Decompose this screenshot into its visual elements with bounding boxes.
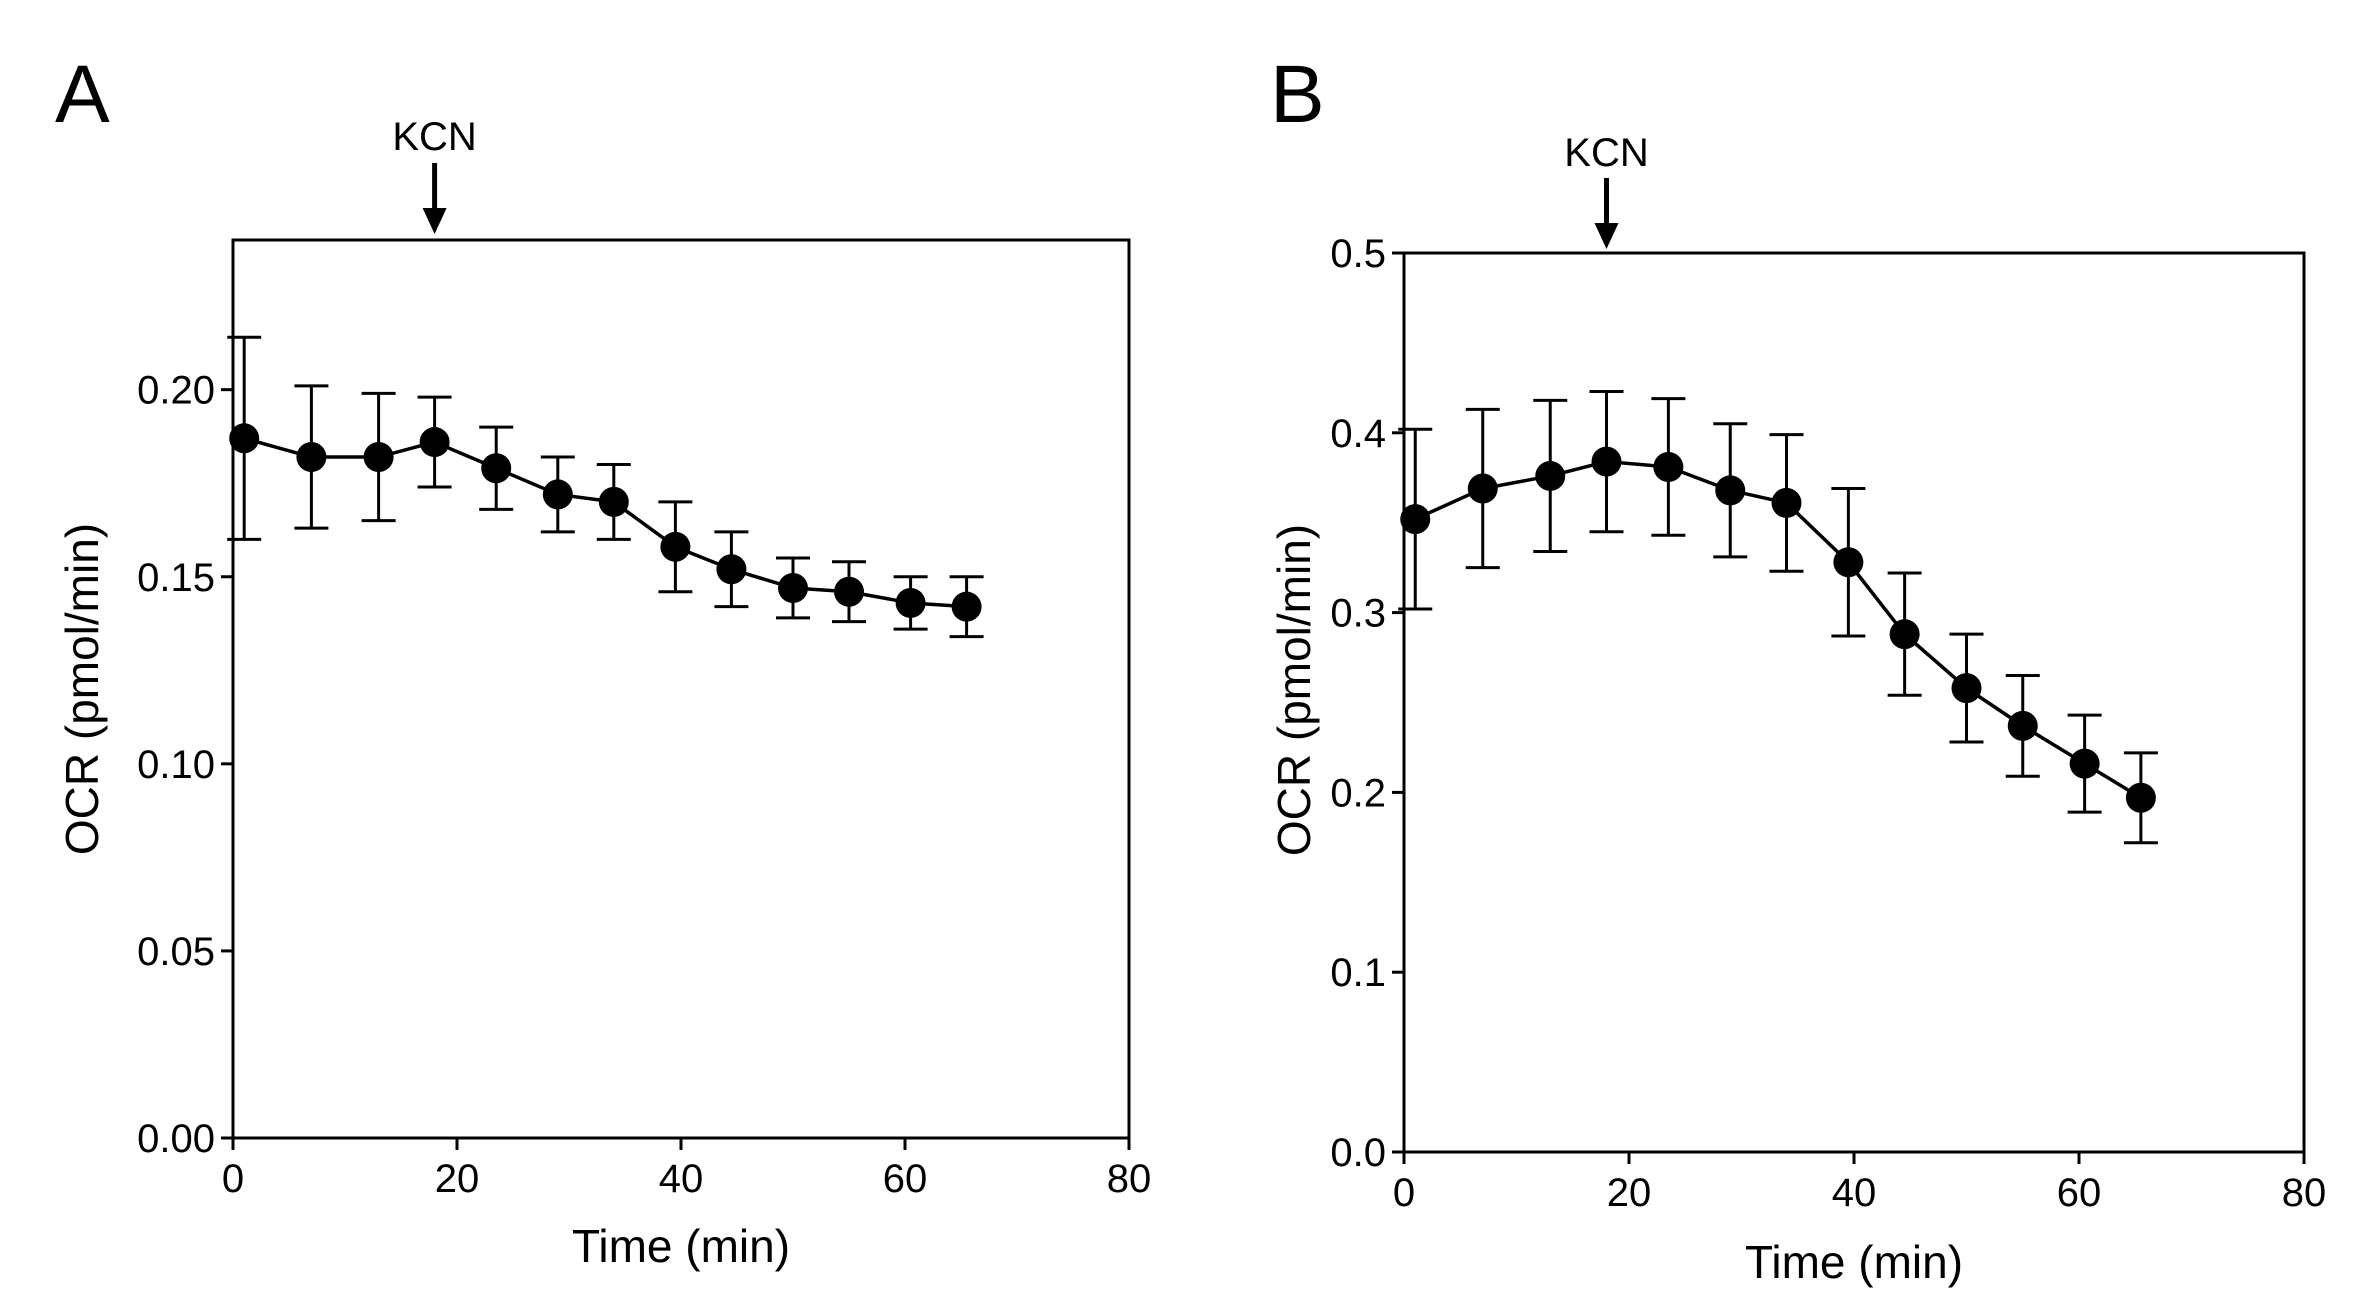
data-point [834,576,864,607]
data-point [1833,547,1864,578]
data-point [419,427,450,458]
data-point [363,442,394,473]
data-point [296,442,327,473]
kcn-annotation-a: KCN [392,115,477,234]
kcn-annotation-b: KCN [1564,131,1649,249]
y-tick-label: 0.0 [1330,1131,1386,1175]
data-point [1400,504,1431,535]
x-axis-title-a: Time (min) [572,1220,790,1272]
panel-b: B KCN 0 20 40 60 80 0.0 0.1 0.2 0.3 0.4 0.5 Time … [1268,49,2326,1288]
down-arrow-icon [422,163,447,234]
x-tick-label: 20 [435,1157,480,1201]
x-tick-label: 40 [1832,1171,1877,1215]
panel-label-b: B [1270,49,1325,140]
plot-frame-b [1402,251,2306,1154]
y-axis-ticks-b: 0.0 0.1 0.2 0.3 0.4 0.5 [1330,232,1404,1175]
data-point [542,479,573,510]
data-point [716,554,747,585]
x-axis-title-b: Time (min) [1745,1236,1963,1288]
y-tick-label: 0.3 [1330,592,1386,636]
x-tick-label: 0 [1393,1171,1415,1215]
y-tick-label: 0.1 [1330,951,1386,995]
data-point [895,587,926,618]
data-point [1889,619,1920,650]
x-axis-ticks-b: 0 20 40 60 80 [1393,1152,2326,1215]
data-point [2069,748,2100,779]
x-tick-label: 60 [883,1157,928,1201]
data-point [1653,451,1684,482]
y-tick-label: 0.20 [137,369,215,413]
x-tick-label: 20 [1607,1171,1652,1215]
data-point [1467,473,1498,504]
x-tick-label: 40 [659,1157,704,1201]
x-tick-label: 0 [222,1157,244,1201]
data-point [1535,460,1566,491]
y-tick-label: 0.00 [137,1117,215,1161]
y-axis-ticks-a: 0.00 0.05 0.10 0.15 0.20 [137,369,233,1161]
data-point [2125,782,2156,813]
data-point [660,531,691,562]
kcn-label-b: KCN [1564,131,1648,175]
data-point [1715,475,1746,506]
y-tick-label: 0.05 [137,930,215,974]
data-point [598,486,629,517]
x-tick-label: 80 [2282,1171,2327,1215]
data-point [1771,487,1802,518]
data-point [481,453,512,484]
y-tick-label: 0.4 [1330,412,1386,456]
y-tick-label: 0.10 [137,743,215,787]
y-axis-title-a: OCR (pmol/min) [56,523,108,855]
series-ocr-b [1398,389,2158,845]
panel-a: A KCN 0 20 40 60 80 0.00 0.05 0.10 0.15 0.20 Tim… [55,49,1151,1272]
x-axis-ticks-a: 0 20 40 60 80 [222,1138,1151,1201]
kcn-label-a: KCN [392,115,476,159]
panel-label-a: A [55,49,110,140]
data-point [778,572,808,603]
data-point [1951,673,1982,704]
kcn-arrow-head [1594,223,1619,249]
data-point [951,591,982,622]
plot-frame-a [231,238,1131,1140]
data-point [229,423,260,454]
y-tick-label: 0.15 [137,556,215,600]
y-tick-label: 0.5 [1330,232,1386,276]
data-point [1591,446,1622,477]
series-ocr-a [227,335,984,639]
x-tick-label: 60 [2057,1171,2102,1215]
data-point [2007,710,2038,741]
y-tick-label: 0.2 [1330,771,1386,815]
kcn-arrow-head [422,208,447,234]
x-tick-label: 80 [1107,1157,1152,1201]
down-arrow-icon [1594,178,1619,249]
y-axis-title-b: OCR (pmol/min) [1268,524,1320,856]
